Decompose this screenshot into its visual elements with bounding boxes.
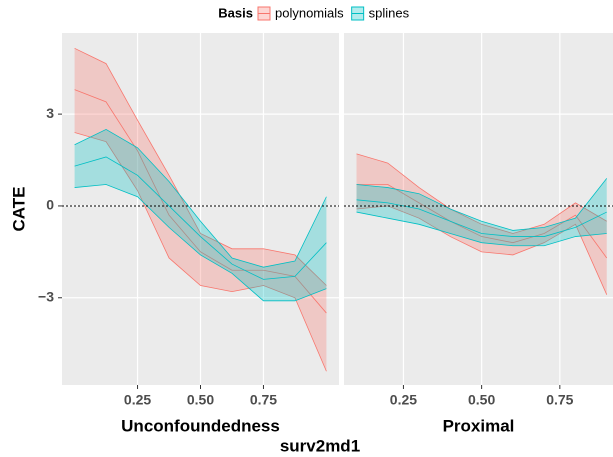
ribbon — [356, 153, 607, 295]
ribbon-line — [356, 211, 607, 247]
x-tick-label: 0.75 — [546, 392, 573, 408]
y-tick-label: 0 — [46, 197, 54, 213]
x-tick-label: 0.50 — [187, 392, 214, 408]
legend-label: splines — [369, 5, 410, 20]
ribbon-line — [74, 128, 327, 268]
facet-label: Proximal — [443, 416, 515, 435]
x-tick-label: 0.25 — [390, 392, 417, 408]
ribbon-line — [356, 153, 607, 234]
x-tick-label: 0.75 — [250, 392, 277, 408]
ribbon-line — [356, 199, 607, 237]
x-tick-label: 0.50 — [468, 392, 495, 408]
ribbon-line — [356, 178, 608, 231]
panel-background — [344, 33, 613, 385]
x-axis-label: surv2md1 — [280, 436, 360, 455]
ribbon — [74, 48, 327, 372]
ribbon-line — [74, 132, 327, 372]
ribbon-line — [74, 89, 327, 314]
x-tick-label: 0.25 — [124, 392, 151, 408]
y-tick-label: 3 — [46, 105, 54, 121]
ribbon-line — [74, 184, 327, 302]
ribbon-line — [74, 156, 327, 280]
legend-title: Basis — [218, 5, 253, 20]
facet-label: Unconfoundedness — [121, 416, 280, 435]
legend-label: polynomials — [275, 5, 344, 20]
y-tick-label: −3 — [38, 288, 54, 304]
ribbon — [356, 178, 607, 246]
ribbon — [74, 129, 327, 301]
ribbon-line — [74, 47, 327, 286]
y-axis-label: CATE — [9, 186, 28, 231]
